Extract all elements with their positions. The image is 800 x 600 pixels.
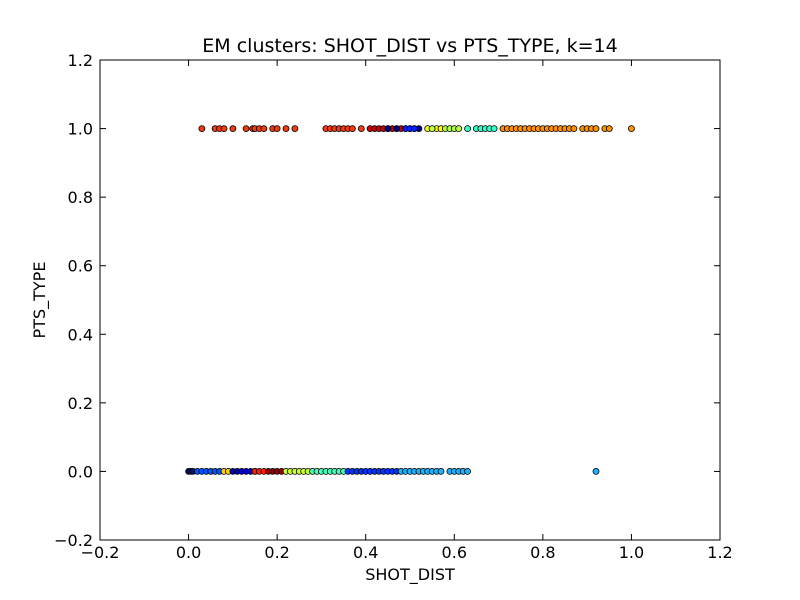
data-point bbox=[273, 125, 281, 133]
data-point bbox=[357, 125, 365, 133]
plot-area bbox=[99, 59, 721, 541]
x-tick-label: −0.2 bbox=[81, 543, 120, 562]
x-tick-label: 0.8 bbox=[530, 543, 555, 562]
x-tick-label: 0.0 bbox=[176, 543, 201, 562]
x-tick-label: 1.2 bbox=[707, 543, 732, 562]
y-tick-label: 0.6 bbox=[68, 257, 93, 276]
data-point bbox=[464, 467, 472, 475]
data-point bbox=[260, 125, 268, 133]
x-tick-label: 1.0 bbox=[619, 543, 644, 562]
x-tick-label: 0.2 bbox=[264, 543, 289, 562]
tick-labels: −0.2 0.0 0.2 0.4 0.6 0.8 1.0 1.2 −0.2 0.0 0.2 0.4 0.… bbox=[54, 51, 733, 562]
y-tick-label: 0.2 bbox=[68, 394, 93, 413]
data-point bbox=[628, 125, 635, 133]
x-tick-label: 0.4 bbox=[353, 543, 378, 562]
x-tick-label: 0.6 bbox=[442, 543, 467, 562]
data-point bbox=[198, 125, 206, 133]
data-point bbox=[592, 467, 600, 475]
y-axis-label: PTS_TYPE bbox=[30, 262, 50, 339]
data-point bbox=[242, 125, 250, 133]
data-point bbox=[384, 125, 392, 133]
y-tick-label: 0.4 bbox=[68, 325, 93, 344]
data-point bbox=[428, 125, 436, 133]
data-point bbox=[229, 125, 237, 133]
data-point bbox=[220, 125, 228, 133]
y-tick-label: 0.8 bbox=[68, 188, 93, 207]
data-point bbox=[464, 125, 472, 133]
data-points bbox=[185, 125, 635, 475]
data-point bbox=[570, 125, 578, 133]
data-point bbox=[393, 125, 401, 133]
data-point bbox=[348, 125, 356, 133]
data-point bbox=[605, 125, 613, 133]
data-point bbox=[490, 125, 498, 133]
x-axis-label: SHOT_DIST bbox=[365, 565, 455, 585]
data-point bbox=[592, 125, 600, 133]
y-tick-label: −0.2 bbox=[54, 531, 93, 550]
chart-title: EM clusters: SHOT_DIST vs PTS_TYPE, k=14 bbox=[202, 35, 617, 57]
data-point bbox=[455, 125, 463, 133]
y-tick-label: 1.2 bbox=[68, 51, 93, 70]
axis-ticks bbox=[99, 59, 721, 541]
data-point bbox=[291, 125, 299, 133]
y-tick-label: 0.0 bbox=[68, 462, 93, 481]
y-tick-label: 1.0 bbox=[68, 120, 93, 139]
data-point bbox=[437, 467, 445, 475]
data-point bbox=[410, 125, 418, 133]
data-point bbox=[282, 125, 290, 133]
